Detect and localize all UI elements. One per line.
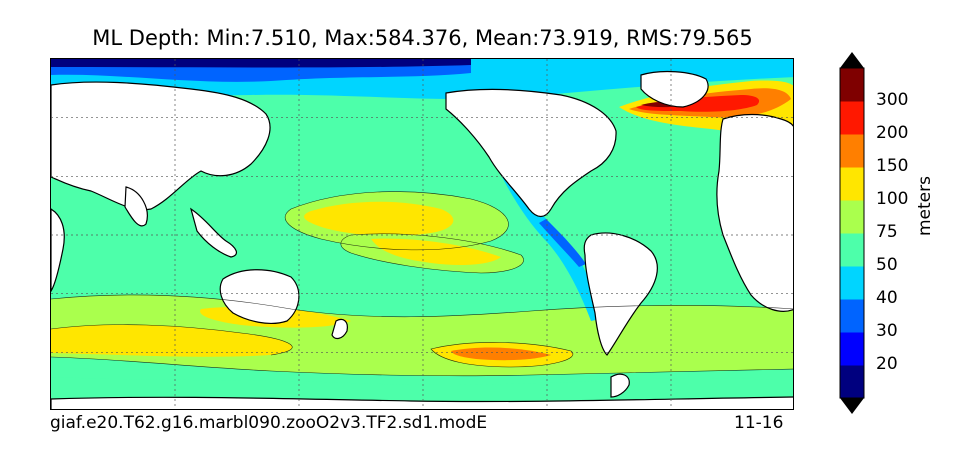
colorbar-tick-label: 100 [876,189,909,209]
eastern-pacific-coastal-band [499,169,601,321]
australia-landmass [219,269,300,325]
antarctic-peninsula-landmass [610,373,630,398]
colorbar-segment [840,68,864,102]
colorbar-tick-label: 75 [876,222,898,242]
map-gridlines [51,59,793,409]
north-pacific-deep-core [304,201,454,236]
colorbar-min-extension [840,398,864,414]
colorbar-segment [840,332,864,366]
colorbar-tick-label: 50 [876,255,898,275]
arctic-deepblue-band [51,59,471,68]
colorbar-tick-label: 30 [876,321,898,341]
colorbar-tick-label: 150 [876,156,909,176]
colorbar-max-extension [840,52,864,68]
colorbar-segment [840,365,864,399]
plot-title: ML Depth: Min:7.510, Max:584.376, Mean:7… [92,26,753,50]
case-name-label: giaf.e20.T62.g16.marbl090.zooO2v3.TF2.sd… [50,413,488,433]
north-america-landmass [445,88,617,218]
colorbar-segment [840,167,864,201]
colorbar-segment [840,266,864,300]
antarctica-landmass [51,396,793,409]
colorbar-tick-label: 40 [876,288,898,308]
colorbar-segment [840,233,864,267]
colorbar-segment [840,101,864,135]
new-zealand-landmass [331,318,348,340]
colorbar [839,52,865,414]
southeast-asia-landmass [189,207,238,258]
colorbar-segment [840,200,864,234]
africa-edge-landmass [51,208,65,293]
colorbar-tick-label: 20 [876,354,898,374]
contour-lines [51,191,793,377]
greenland-landmass [640,70,709,108]
africa-europe-landmass [716,113,793,312]
ocean-field-map [51,59,793,409]
colorbar-unit-label: meters [915,176,935,236]
india-landmass [124,186,148,227]
asia-landmass [51,81,271,211]
central-america-shallow [539,219,586,267]
colorbar-segment [840,134,864,168]
equatorial-pacific-core [371,238,501,265]
land-masses [51,70,793,409]
colorbar-tick-label: 300 [876,90,909,110]
date-range-label: 11-16 [734,413,784,433]
south-pacific-deep-core [451,347,551,361]
colorbar-segment [840,299,864,333]
map-panel [50,58,794,410]
colorbar-tick-label: 200 [876,123,909,143]
south-america-landmass [583,232,658,356]
south-indian-deep-zone [51,324,293,357]
labrador-sea-core [636,95,760,112]
